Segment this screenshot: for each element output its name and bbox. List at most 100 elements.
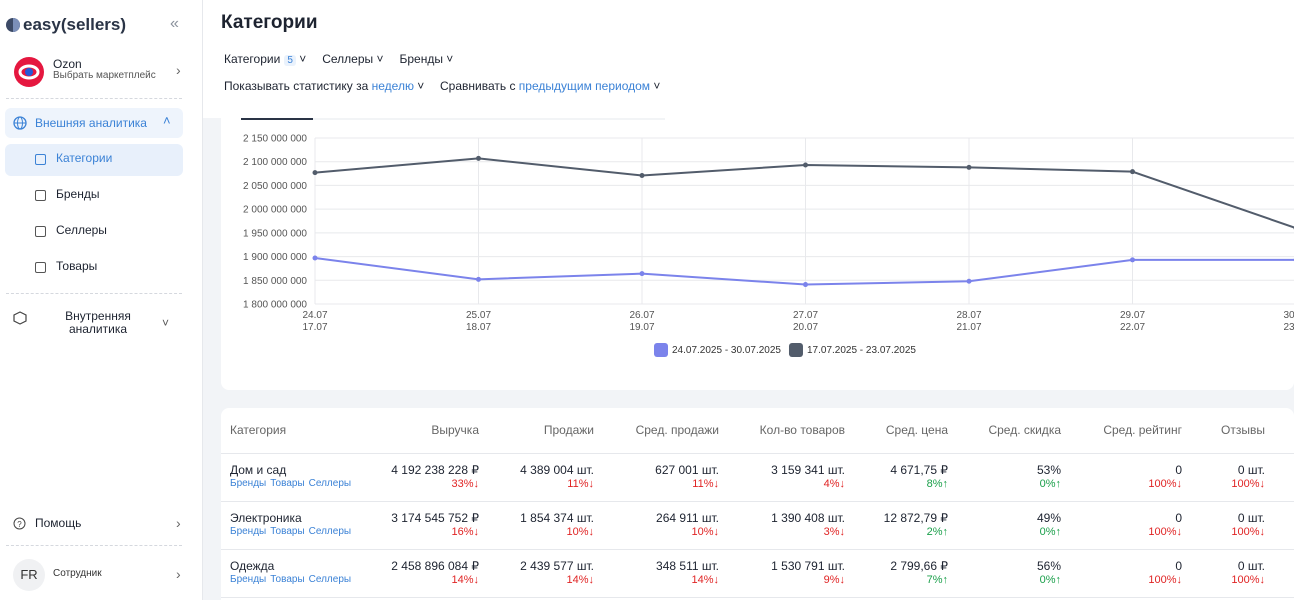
point xyxy=(803,282,808,288)
category-link[interactable]: Селлеры xyxy=(308,526,352,537)
compare-label: Сравнивать с xyxy=(440,79,516,93)
cell-value: 3 174 545 752 ₽ xyxy=(391,511,479,525)
y-tick-label: 2 000 000 000 xyxy=(243,205,307,216)
menu-icon xyxy=(35,226,46,237)
category-link[interactable]: Бренды xyxy=(230,526,267,537)
point xyxy=(1130,257,1135,263)
table: Категория Выручка Продажи Сред. продажи Кол-… xyxy=(221,408,1294,600)
cell-value: 1 390 408 шт. xyxy=(771,511,845,525)
logo-brand: sellers xyxy=(66,15,121,34)
period-value: неделю xyxy=(371,79,414,93)
x-tick-label-compare: 18.07 xyxy=(466,322,491,333)
point xyxy=(476,276,481,282)
chevron: › xyxy=(176,62,181,78)
cell-value: 4 389 004 шт. xyxy=(520,463,594,477)
cell-change: 0%↑ xyxy=(1039,478,1061,490)
cell-change: 11%↓ xyxy=(567,478,594,490)
filter-dropdown[interactable]: Бренды ˅ xyxy=(399,52,454,66)
header: Категории Категории 5 ˅ Селлеры ˅ Бренды ˅ … xyxy=(203,0,1294,118)
column-header[interactable]: Сред. рейтинг xyxy=(1103,423,1182,437)
x-tick-label: 25.07 xyxy=(466,310,491,321)
column-header[interactable]: Отзывы xyxy=(1221,423,1265,437)
column-header[interactable]: Продажи xyxy=(543,423,594,437)
cell-change: 8%↑ xyxy=(926,478,948,490)
menu-external[interactable]: Внешняя аналитика xyxy=(35,116,147,130)
y-tick-label: 1 950 000 000 xyxy=(243,228,307,239)
period-filter[interactable]: Показывать статистику за неделю ˅ xyxy=(224,79,425,93)
cell-change: 9%↓ xyxy=(823,574,845,586)
cell-value: 3 159 341 шт. xyxy=(771,463,845,477)
legend-swatch xyxy=(788,343,803,357)
y-tick-label: 2 150 000 000 xyxy=(243,134,307,145)
chevron: › xyxy=(176,515,181,531)
category-link[interactable]: Товары xyxy=(270,574,305,585)
menu-item[interactable]: Категории xyxy=(56,151,113,165)
cell-value: 1 854 374 шт. xyxy=(520,511,594,525)
filter-dropdown[interactable]: Категории 5 ˅ xyxy=(224,52,307,66)
filter-label: Категории xyxy=(224,52,281,66)
globe-icon xyxy=(13,116,27,130)
point xyxy=(639,172,645,178)
legend-label: 24.07.2025 - 30.07.2025 xyxy=(672,345,781,356)
logo-icon xyxy=(6,18,20,32)
legend-swatch xyxy=(654,343,668,357)
point xyxy=(476,155,481,161)
category-name[interactable]: Дом и сад xyxy=(230,463,287,477)
avatar[interactable]: FR xyxy=(13,559,45,591)
category-name[interactable]: Электроника xyxy=(230,511,302,525)
column-header[interactable]: Сред. скидка xyxy=(988,423,1061,437)
x-tick-label: 30.07 xyxy=(1283,310,1294,321)
help-icon: ? xyxy=(13,517,26,530)
category-link[interactable]: Селлеры xyxy=(308,478,352,489)
cell-change: 14%↓ xyxy=(566,574,594,586)
y-tick-label: 1 850 000 000 xyxy=(243,276,307,287)
column-header[interactable]: Категория xyxy=(230,423,287,437)
compare-filter[interactable]: Сравнивать с предыдущим периодом ˅ xyxy=(440,79,661,93)
separator xyxy=(6,293,182,294)
menu-icon xyxy=(35,262,46,273)
column-header[interactable]: Кол-во товаров xyxy=(759,423,845,437)
cell-value: 4 671,75 ₽ xyxy=(890,463,948,477)
menu-item[interactable]: Товары xyxy=(56,259,98,273)
y-tick-label: 1 900 000 000 xyxy=(243,252,307,263)
chart-card: 1 800 000 000 1 850 000 000 1 900 000 000 1… xyxy=(221,118,1294,390)
category-name[interactable]: Одежда xyxy=(230,559,275,573)
menu-internal[interactable]: Внутренняя аналитика xyxy=(65,309,131,336)
category-link[interactable]: Товары xyxy=(270,526,305,537)
cell-value: 264 911 шт. xyxy=(656,511,719,525)
category-link[interactable]: Товары xyxy=(270,478,305,489)
filter-dropdown[interactable]: Селлеры ˅ xyxy=(322,52,384,66)
column-header[interactable]: Сред. продажи xyxy=(635,423,719,437)
help[interactable]: Помощь xyxy=(35,516,82,530)
cell-value: 627 001 шт. xyxy=(655,463,719,477)
point xyxy=(639,271,645,277)
row-line xyxy=(221,549,1294,550)
menu-icon xyxy=(35,190,46,201)
x-tick-label-compare: 20.07 xyxy=(793,322,818,333)
marketplace-action[interactable]: Выбрать маркетплейс xyxy=(53,70,156,81)
x-tick-label: 28.07 xyxy=(956,310,981,321)
x-tick-label: 27.07 xyxy=(793,310,818,321)
cell-value: 0 xyxy=(1175,511,1182,525)
x-tick-label: 29.07 xyxy=(1120,310,1145,321)
column-header[interactable]: Выручка xyxy=(431,423,479,437)
cell-value: 2 799,66 ₽ xyxy=(890,559,948,573)
user-role[interactable]: Сотрудник xyxy=(53,568,102,579)
category-link[interactable]: Бренды xyxy=(230,574,267,585)
menu-item[interactable]: Бренды xyxy=(56,187,100,201)
category-link[interactable]: Селлеры xyxy=(308,574,352,585)
collapse-button[interactable]: « xyxy=(170,15,179,32)
logo[interactable]: easy(sellers) xyxy=(23,15,127,34)
marketplace-name[interactable]: Ozon xyxy=(53,57,82,71)
separator xyxy=(6,545,182,546)
category-link[interactable]: Бренды xyxy=(230,478,267,489)
cell-change: 100%↓ xyxy=(1231,574,1265,586)
chart: 1 800 000 000 1 850 000 000 1 900 000 000 1… xyxy=(241,118,1294,357)
cell-change: 10%↓ xyxy=(691,526,719,538)
column-header[interactable]: Сред. цена xyxy=(885,423,948,437)
menu-item[interactable]: Селлеры xyxy=(56,223,107,237)
y-tick-label: 2 100 000 000 xyxy=(243,157,307,168)
series-line xyxy=(314,157,1294,229)
menu-group-bg xyxy=(5,108,183,138)
